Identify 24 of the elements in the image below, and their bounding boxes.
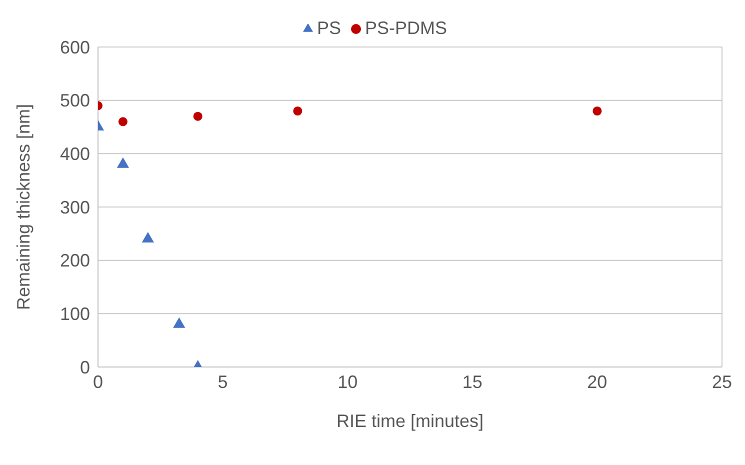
y-axis-title: Remaining thickness [nm]: [13, 104, 34, 310]
legend-label: PS-PDMS: [365, 18, 448, 38]
y-tick-label: 0: [80, 357, 90, 378]
y-tick-label: 100: [60, 304, 90, 324]
x-tick-label: 5: [218, 372, 228, 392]
y-tick-label: 500: [60, 90, 90, 111]
x-tick-label: 20: [587, 372, 608, 392]
point: [193, 112, 202, 121]
x-tick-label: 15: [462, 372, 482, 392]
point: [173, 317, 186, 328]
legend-label: PS: [316, 18, 341, 38]
point: [116, 157, 130, 168]
point: [592, 106, 602, 116]
point: [118, 117, 128, 126]
y-tick-label: 300: [60, 197, 90, 218]
x-tick-label: 25: [712, 372, 732, 392]
y-tick-label: 400: [60, 144, 90, 164]
x-axis-title: RIE time [minutes]: [336, 411, 484, 431]
y-tick-label: 600: [60, 37, 90, 58]
point: [142, 232, 154, 243]
x-tick-label: 10: [338, 372, 358, 392]
y-tick-label: 200: [60, 250, 90, 271]
point: [293, 106, 302, 116]
x-tick-label: 0: [92, 372, 104, 392]
